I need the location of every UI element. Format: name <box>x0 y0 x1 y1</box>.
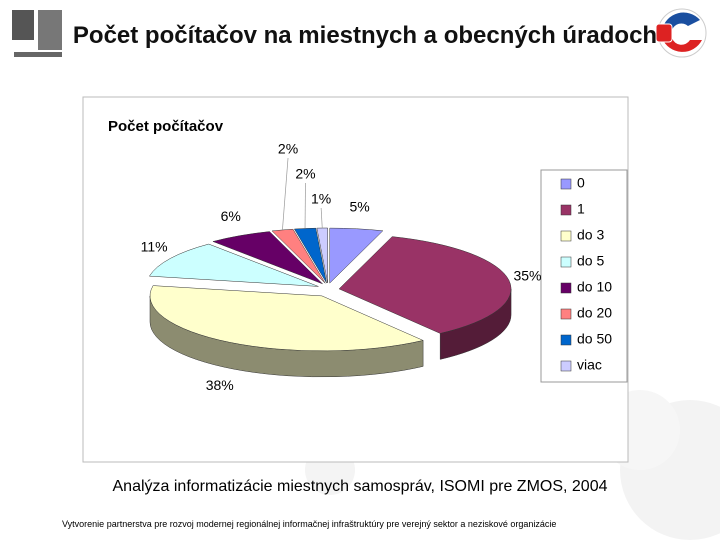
legend-label: 0 <box>577 175 585 191</box>
data-label: 2% <box>295 166 315 182</box>
legend-label: do 20 <box>577 305 612 321</box>
pie-slice <box>329 227 384 284</box>
data-label: 5% <box>349 199 369 215</box>
data-label: 38% <box>206 377 234 393</box>
slide-title: Počet počítačov na miestnych a obecných … <box>72 22 658 49</box>
pie-slice <box>271 228 326 284</box>
pie-tops <box>148 227 512 352</box>
legend-swatch <box>560 282 572 294</box>
leader-line <box>320 207 323 229</box>
pie-slice <box>148 243 319 287</box>
pie-slice <box>338 236 512 334</box>
legend-swatch <box>560 178 572 190</box>
legend-label: viac <box>577 357 602 373</box>
legend-label: do 3 <box>577 227 604 243</box>
legend-swatch <box>560 230 572 242</box>
chart-title: Počet počítačov <box>108 118 224 135</box>
logo-left <box>12 10 62 57</box>
logo-right <box>655 8 707 58</box>
legend-label: do 10 <box>577 279 612 295</box>
legend-swatch <box>560 308 572 320</box>
data-label: 6% <box>221 208 241 224</box>
legend-swatch <box>560 360 572 372</box>
data-label: 1% <box>311 191 331 207</box>
leader-line <box>282 157 289 230</box>
pie-slice <box>149 285 424 352</box>
legend-label: do 50 <box>577 331 612 347</box>
data-label: 35% <box>513 268 541 284</box>
data-label: 11% <box>141 238 168 254</box>
legend-label: 1 <box>577 201 585 217</box>
legend-label: do 5 <box>577 253 604 269</box>
legend-swatch <box>560 256 572 268</box>
footer: Vytvorenie partnerstva pre rozvoj modern… <box>62 519 557 529</box>
legend <box>540 169 628 383</box>
data-label: 2% <box>278 141 298 157</box>
legend-swatch <box>560 204 572 216</box>
legend-swatch <box>560 334 572 346</box>
caption: Analýza informatizácie miestnych samospr… <box>112 478 608 495</box>
pie-slice <box>212 231 323 285</box>
